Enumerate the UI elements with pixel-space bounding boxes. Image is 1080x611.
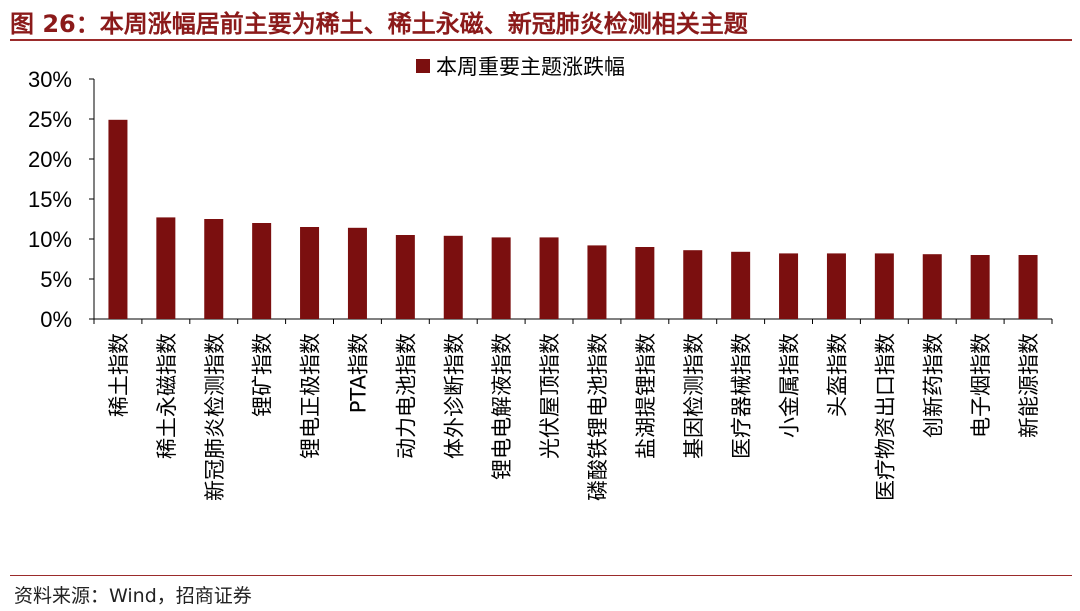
bar [970,255,990,319]
x-category-label: 锂电电解液指数 [490,333,514,480]
y-tick-label: 25% [28,107,72,132]
bar [874,253,894,319]
x-category-label: 新冠肺炎检测指数 [203,333,227,501]
bar [252,223,272,319]
x-category-label: 小金属指数 [778,333,802,438]
bar [1018,255,1038,319]
bar [347,227,367,319]
y-tick-label: 30% [28,67,72,92]
source-note: 资料来源：Wind，招商证券 [14,585,252,607]
x-category-label: 稀土永磁指数 [155,333,179,459]
legend: 本周重要主题涨跌幅 [416,55,625,79]
x-category-label: 盐湖提锂指数 [634,333,658,459]
x-category-label: 创新药指数 [921,333,945,438]
x-category-label: 医疗器械指数 [730,333,754,459]
title-divider [10,39,1072,41]
figure-title: 图 26：本周涨幅居前主要为稀土、稀土永磁、新冠肺炎检测相关主题 [10,10,748,38]
bar [779,253,799,319]
bar [683,250,703,319]
legend-label: 本周重要主题涨跌幅 [436,55,625,79]
bar [156,217,176,319]
bar [587,245,607,319]
y-tick-label: 15% [28,187,72,212]
x-category-label: 磷酸铁锂电池指数 [586,333,610,501]
legend-swatch [416,59,430,73]
y-axis: 0% 5% 10% 15% 20% 25% 30% [28,67,95,332]
bar [539,237,559,319]
x-category-label: 动力电池指数 [394,333,418,459]
bar [635,247,655,319]
y-tick-label: 20% [28,147,72,172]
x-category-label: PTA指数 [346,333,370,413]
x-category-label: 锂矿指数 [251,333,275,417]
bar [731,251,751,319]
x-category-label: 体外诊断指数 [442,333,466,459]
bar [443,235,463,319]
x-category-label: 新能源指数 [1017,333,1041,438]
y-tick-label: 5% [40,267,72,292]
x-category-label: 稀土指数 [107,333,131,417]
x-category-label: 头盔指数 [825,333,849,417]
bar [826,253,846,319]
x-category-label: 医疗物资出口指数 [873,333,897,501]
bar [300,227,320,319]
x-category-label: 电子烟指数 [969,333,993,438]
x-category-label: 光伏屋顶指数 [538,333,562,459]
footer-divider [10,575,1072,576]
y-tick-label: 10% [28,227,72,252]
bar [108,119,128,319]
bar-chart: 0% 5% 10% 15% 20% 25% 30% 稀土指数 稀土永磁指数 新冠肺炎检测指数 锂矿… [28,55,1053,501]
bars [108,119,1038,319]
bar [922,254,942,319]
bar [491,237,511,319]
x-category-label: 锂电正极指数 [299,333,323,459]
y-tick-label: 0% [40,307,72,332]
x-category-label: 基因检测指数 [682,333,706,459]
bar [204,219,224,319]
bar [395,235,415,319]
x-axis: 稀土指数 稀土永磁指数 新冠肺炎检测指数 锂矿指数 锂电正极指数 PTA指数 动力电池指数体… [93,318,1053,501]
